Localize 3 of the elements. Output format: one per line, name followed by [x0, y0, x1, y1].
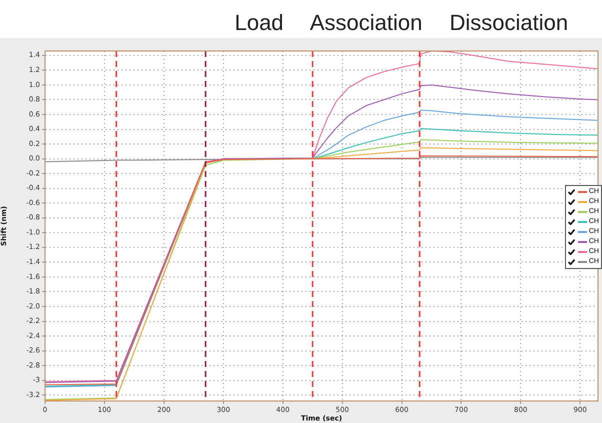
text: Association [310, 10, 422, 35]
text: Dissociation [450, 10, 568, 35]
text: Load [234, 10, 284, 35]
